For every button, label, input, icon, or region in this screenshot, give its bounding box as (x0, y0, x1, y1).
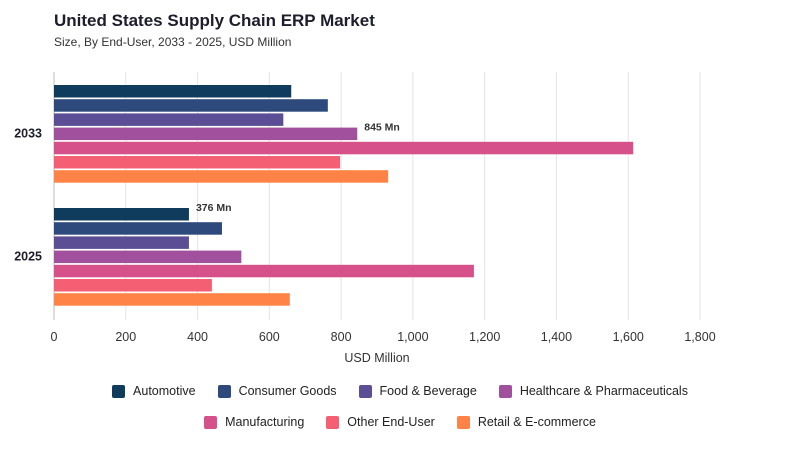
category-label: 2033 (14, 127, 42, 141)
legend-row-2: Manufacturing Other End-User Retail & E-co… (0, 415, 800, 429)
legend-item: Manufacturing (204, 415, 304, 429)
category-label: 2025 (14, 250, 42, 264)
bar (54, 127, 358, 141)
x-tick-label: 1,400 (541, 330, 572, 344)
legend-label: Consumer Goods (238, 384, 337, 398)
x-tick-label: 400 (187, 330, 208, 344)
x-tick-label: 1,000 (397, 330, 428, 344)
legend-label: Retail & E-commerce (477, 415, 596, 429)
legend-item: Consumer Goods (217, 384, 337, 398)
legend-swatch (456, 415, 470, 429)
legend-item: Food & Beverage (358, 384, 477, 398)
legend-swatch (326, 415, 340, 429)
bar (54, 113, 284, 126)
legend-item: Automotive (112, 384, 196, 398)
x-tick-label: 1,600 (613, 330, 644, 344)
bar (54, 208, 189, 221)
legend-label: Manufacturing (225, 415, 305, 429)
x-tick-label: 800 (331, 330, 352, 344)
legend-swatch (358, 384, 372, 398)
legend-label: Food & Beverage (379, 384, 477, 398)
legend-item: Retail & E-commerce (456, 415, 596, 429)
bar (54, 250, 242, 264)
legend-label: Healthcare & Pharmaceuticals (519, 384, 688, 398)
x-tick-label: 1,800 (684, 330, 715, 344)
legend-item: Other End-User (326, 415, 435, 429)
x-tick-label: 200 (115, 330, 136, 344)
legend-label: Automotive (133, 384, 196, 398)
bar (54, 222, 222, 235)
data-label: 376 Mn (196, 202, 232, 214)
data-label: 845 Mn (364, 122, 400, 134)
legend-row-1: Automotive Consumer Goods Food & Beverage H… (0, 384, 800, 398)
chart-subtitle: Size, By End-User, 2033 - 2025, USD Mill… (54, 35, 292, 49)
bar (54, 293, 290, 306)
legend-item: Healthcare & Pharmaceuticals (498, 384, 688, 398)
bar (54, 236, 189, 249)
legend-swatch (112, 384, 126, 398)
x-axis-title: USD Million (344, 351, 409, 365)
x-tick-label: 600 (259, 330, 280, 344)
x-tick-label: 1,200 (469, 330, 500, 344)
bar (54, 279, 212, 292)
bar (54, 264, 474, 278)
bar (54, 85, 292, 98)
legend-label: Other End-User (347, 415, 435, 429)
legend-swatch (204, 415, 218, 429)
chart-title: United States Supply Chain ERP Market (54, 11, 375, 30)
bar (54, 170, 389, 183)
bar (54, 99, 328, 112)
bar (54, 156, 341, 169)
bar (54, 141, 634, 155)
bar-chart: 0 200 400 600 800 1,000 1,200 1,400 1,600 1,800 US… (14, 72, 716, 365)
legend-swatch (498, 384, 512, 398)
legend-swatch (217, 384, 231, 398)
x-tick-label: 0 (51, 330, 58, 344)
